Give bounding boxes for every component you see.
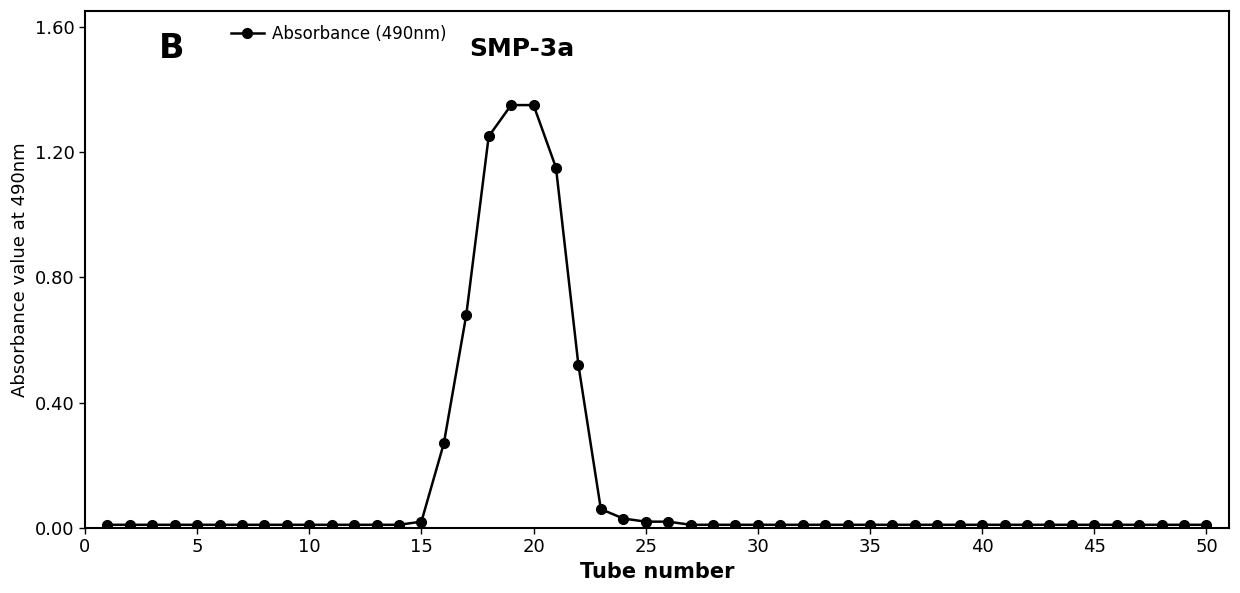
Absorbance (490nm) <box>212 521 227 528</box>
Absorbance (490nm) <box>616 515 631 522</box>
Text: B: B <box>159 32 185 65</box>
Absorbance (490nm) <box>123 521 138 528</box>
Absorbance (490nm) <box>795 521 810 528</box>
Absorbance (490nm) <box>548 164 563 171</box>
Text: SMP-3a: SMP-3a <box>470 37 575 61</box>
Absorbance (490nm) <box>436 440 451 447</box>
Absorbance (490nm) <box>1110 521 1125 528</box>
Absorbance (490nm) <box>1132 521 1147 528</box>
Y-axis label: Absorbance value at 490nm: Absorbance value at 490nm <box>11 142 29 397</box>
Absorbance (490nm) <box>279 521 294 528</box>
Absorbance (490nm) <box>145 521 160 528</box>
Absorbance (490nm) <box>1199 521 1214 528</box>
Absorbance (490nm) <box>570 362 585 369</box>
Absorbance (490nm) <box>975 521 990 528</box>
Absorbance (490nm) <box>1042 521 1056 528</box>
Absorbance (490nm) <box>257 521 272 528</box>
Absorbance (490nm) <box>459 311 474 318</box>
Absorbance (490nm) <box>750 521 765 528</box>
Absorbance (490nm) <box>639 518 653 525</box>
Absorbance (490nm) <box>863 521 878 528</box>
Absorbance (490nm) <box>324 521 339 528</box>
Absorbance (490nm) <box>370 521 384 528</box>
Absorbance (490nm) <box>773 521 787 528</box>
Absorbance (490nm) <box>1064 521 1079 528</box>
Absorbance (490nm) <box>481 133 496 140</box>
Absorbance (490nm) <box>728 521 743 528</box>
Absorbance (490nm) <box>392 521 407 528</box>
Absorbance (490nm) <box>930 521 945 528</box>
Absorbance (490nm) <box>1177 521 1192 528</box>
Absorbance (490nm) <box>1019 521 1034 528</box>
Absorbance (490nm) <box>661 518 676 525</box>
Absorbance (490nm) <box>817 521 832 528</box>
Absorbance (490nm) <box>952 521 967 528</box>
Absorbance (490nm) <box>1087 521 1102 528</box>
Absorbance (490nm) <box>1154 521 1169 528</box>
Absorbance (490nm) <box>706 521 720 528</box>
X-axis label: Tube number: Tube number <box>579 562 734 582</box>
Absorbance (490nm) <box>885 521 900 528</box>
Absorbance (490nm) <box>301 521 316 528</box>
Absorbance (490nm) <box>997 521 1012 528</box>
Absorbance (490nm) <box>594 506 609 513</box>
Absorbance (490nm) <box>908 521 923 528</box>
Absorbance (490nm) <box>234 521 249 528</box>
Absorbance (490nm) <box>683 521 698 528</box>
Absorbance (490nm) <box>414 518 429 525</box>
Absorbance (490nm) <box>841 521 856 528</box>
Absorbance (490nm) <box>167 521 182 528</box>
Absorbance (490nm) <box>190 521 205 528</box>
Absorbance (490nm) <box>503 101 518 109</box>
Legend: Absorbance (490nm): Absorbance (490nm) <box>231 25 446 43</box>
Absorbance (490nm) <box>100 521 115 528</box>
Absorbance (490nm) <box>526 101 541 109</box>
Line: Absorbance (490nm): Absorbance (490nm) <box>103 100 1211 530</box>
Absorbance (490nm) <box>347 521 362 528</box>
